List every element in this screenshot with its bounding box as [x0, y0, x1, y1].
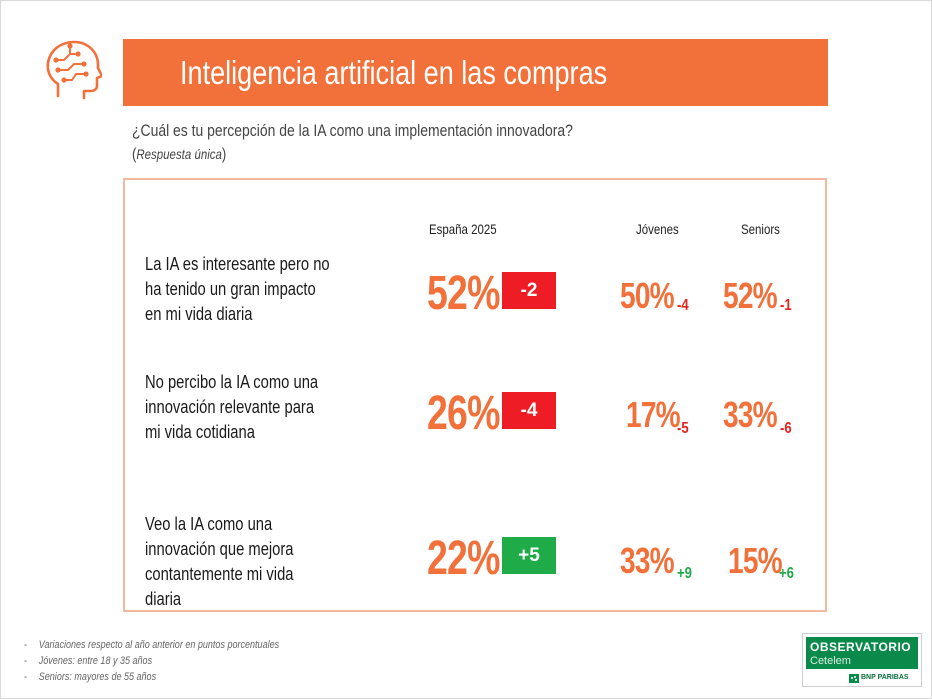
logo-brand: OBSERVATORIO: [810, 640, 912, 654]
row-label-1: La IA es interesante pero no ha tenido u…: [145, 254, 330, 324]
title-banner: Inteligencia artificial en las compras: [123, 39, 828, 106]
youth-delta-1: -4: [677, 297, 689, 314]
spain-value-1: 52%: [427, 267, 500, 320]
youth-value-3: 33%: [620, 540, 675, 581]
logo-subbrand: Cetelem: [810, 655, 851, 667]
logo-bank: BNP PARIBAS: [861, 674, 909, 681]
youth-value-1: 50%: [620, 275, 675, 316]
youth-delta-3: +9: [677, 565, 692, 582]
seniors-delta-2: -6: [780, 420, 792, 437]
page-title: Inteligencia artificial en las compras: [180, 54, 608, 91]
footnote-3: - Seniors: mayores de 55 años: [24, 671, 157, 683]
logo-banner: OBSERVATORIO Cetelem: [806, 637, 918, 669]
row-label-2: No percibo la IA como una innovación rel…: [145, 372, 319, 442]
response-note: (Respuesta única): [132, 146, 227, 163]
youth-delta-2: -5: [677, 420, 689, 437]
footnote-1: - Variaciones respecto al año anterior en…: [24, 639, 280, 651]
response-type: Respuesta única: [136, 146, 222, 162]
column-header-seniors: Seniors: [741, 221, 780, 237]
column-header-spain: España 2025: [429, 221, 497, 237]
brain-circuit-icon: [46, 40, 102, 100]
footnote-2: - Jóvenes: entre 18 y 35 años: [24, 655, 153, 667]
bnp-stars-icon: [849, 674, 859, 683]
seniors-delta-1: -1: [780, 297, 792, 314]
observatorio-cetelem-logo: OBSERVATORIO Cetelem BNP PARIBAS: [802, 633, 922, 687]
seniors-value-1: 52%: [723, 275, 778, 316]
survey-question: ¿Cuál es tu percepción de la IA como una…: [132, 121, 573, 140]
seniors-delta-3: +6: [779, 565, 794, 582]
footnotes: - Variaciones respecto al año anterior en…: [24, 637, 335, 685]
spain-delta-2: -4: [502, 392, 556, 429]
youth-value-2: 17%: [626, 394, 681, 435]
column-header-youth: Jóvenes: [636, 221, 679, 237]
spain-value-2: 26%: [427, 387, 500, 440]
spain-delta-1: -2: [502, 272, 556, 309]
spain-delta-3: +5: [502, 537, 556, 574]
seniors-value-2: 33%: [723, 394, 778, 435]
row-label-3: Veo la IA como una innovación que mejora…: [145, 514, 294, 609]
spain-value-3: 22%: [427, 532, 500, 585]
results-panel: [123, 178, 827, 612]
seniors-value-3: 15%: [728, 540, 783, 581]
